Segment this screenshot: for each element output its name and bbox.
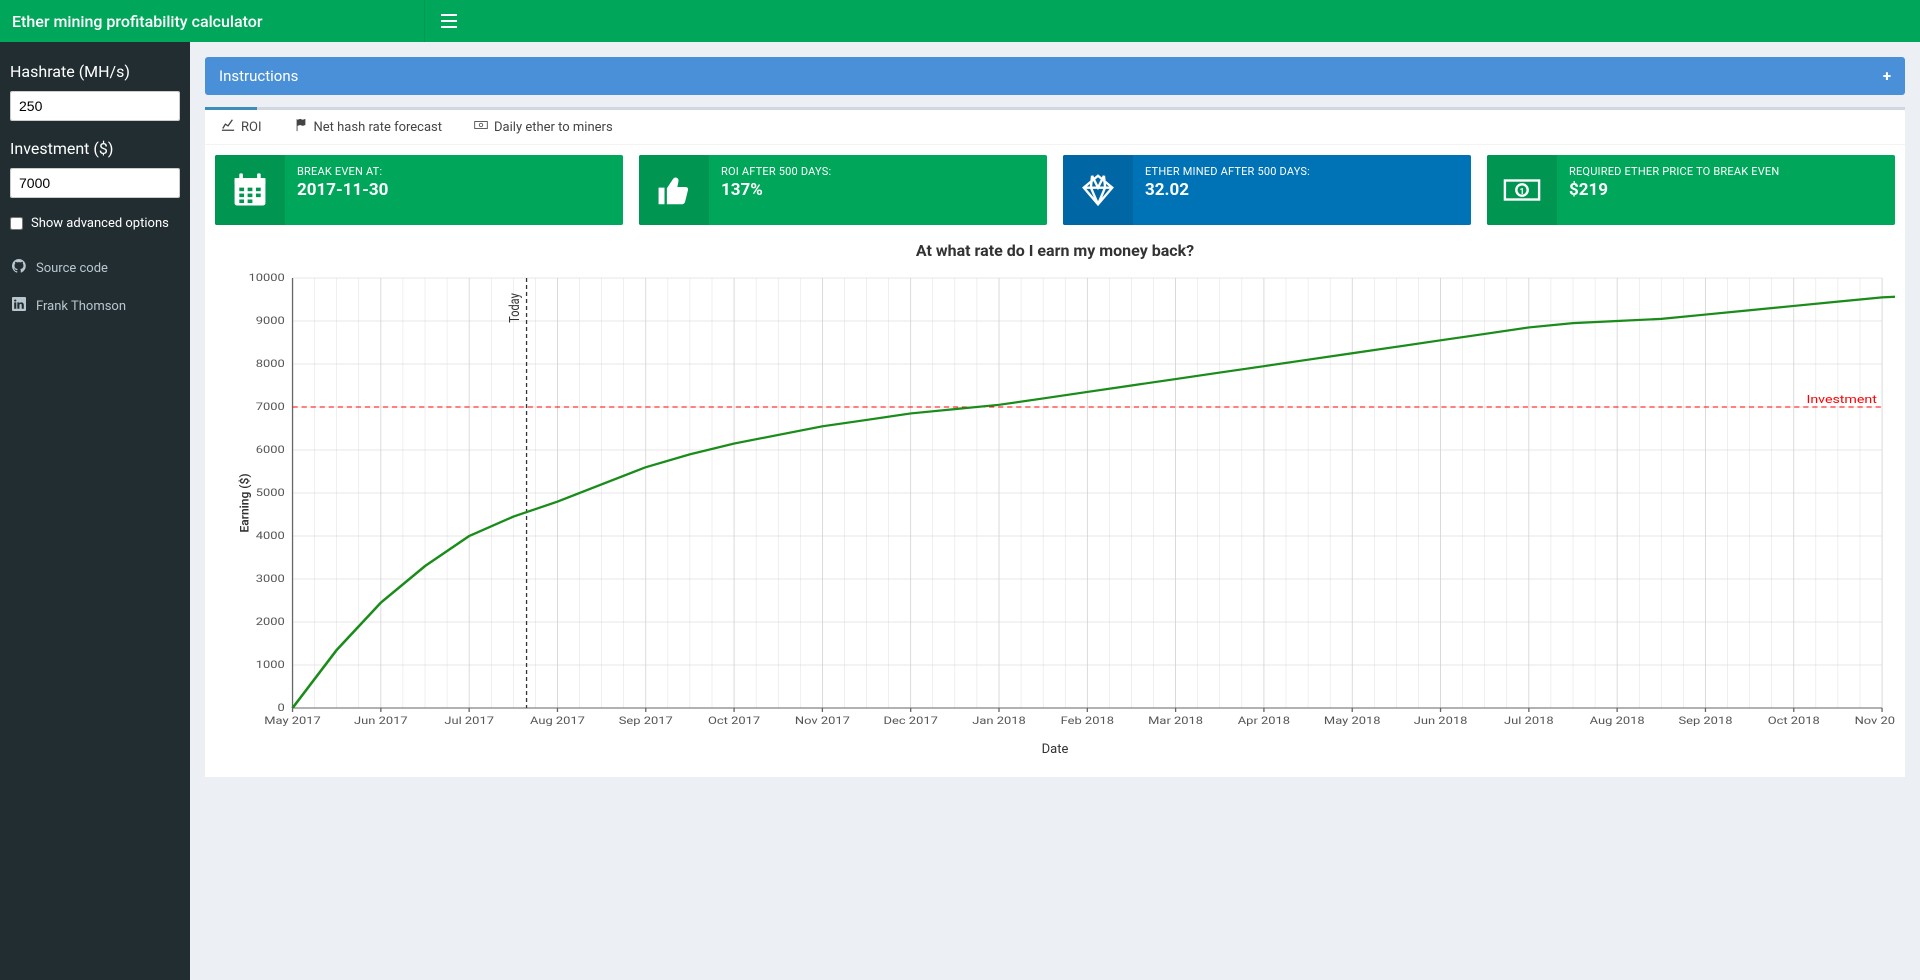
brand-title: Ether mining profitability calculator [0, 12, 424, 31]
sidebar-link-label: Frank Thomson [36, 299, 126, 314]
chart-title: At what rate do I earn my money back? [215, 241, 1895, 260]
svg-text:Jun 2017: Jun 2017 [354, 714, 408, 726]
money-icon [474, 118, 488, 136]
hashrate-label: Hashrate (MH/s) [10, 62, 180, 81]
plus-icon: + [1883, 67, 1891, 85]
svg-text:10000: 10000 [248, 271, 284, 283]
stat-body: ROI AFTER 500 DAYS: 137% [709, 155, 1047, 225]
tab-label: Daily ether to miners [494, 120, 613, 135]
tab-label: Net hash rate forecast [314, 120, 443, 135]
svg-text:May 2017: May 2017 [264, 714, 321, 726]
svg-text:Oct 2017: Oct 2017 [708, 714, 760, 726]
menu-toggle-button[interactable] [424, 0, 473, 42]
sidebar-link-linkedin[interactable]: Frank Thomson [10, 287, 180, 325]
linkedin-icon [12, 297, 26, 315]
svg-text:6000: 6000 [256, 443, 285, 455]
advanced-options-checkbox[interactable] [10, 217, 23, 230]
advanced-options-label: Show advanced options [31, 216, 169, 231]
tab-daily-ether-to-miners[interactable]: Daily ether to miners [458, 110, 629, 144]
svg-text:Jun 2018: Jun 2018 [1414, 714, 1468, 726]
sidebar-link-github[interactable]: Source code [10, 249, 180, 287]
hamburger-icon [441, 14, 457, 28]
content-area: Instructions + ROI Net hash rate forecast… [190, 42, 1920, 980]
svg-text:Feb 2018: Feb 2018 [1061, 714, 1114, 726]
investment-input[interactable] [11, 169, 180, 197]
svg-text:Dec 2017: Dec 2017 [884, 714, 938, 726]
svg-text:3000: 3000 [256, 572, 285, 584]
svg-text:4000: 4000 [256, 529, 285, 541]
y-axis-title: Earning ($) [238, 473, 252, 532]
svg-text:Sep 2017: Sep 2017 [619, 714, 673, 726]
line-chart-icon [221, 118, 235, 136]
chart-container: At what rate do I earn my money back? Ea… [205, 241, 1905, 777]
topbar: Ether mining profitability calculator [0, 0, 1920, 42]
investment-input-wrap: ▲ ▼ [10, 168, 180, 198]
stat-value: $219 [1569, 180, 1883, 200]
stat-body: REQUIRED ETHER PRICE TO BREAK EVEN $219 [1557, 155, 1895, 225]
svg-text:1: 1 [1520, 187, 1525, 197]
gem-icon [1063, 155, 1133, 225]
svg-text:Nov 2017: Nov 2017 [795, 714, 850, 726]
hashrate-input-wrap: ▲ ▼ [10, 91, 180, 121]
stat-value: 137% [721, 180, 1035, 200]
instructions-panel[interactable]: Instructions + [205, 57, 1905, 95]
tab-net-hash-rate-forecast[interactable]: Net hash rate forecast [278, 110, 459, 144]
svg-text:2000: 2000 [256, 615, 285, 627]
svg-text:9000: 9000 [256, 314, 285, 326]
svg-text:7000: 7000 [256, 400, 285, 412]
stat-body: ETHER MINED AFTER 500 DAYS: 32.02 [1133, 155, 1471, 225]
x-axis-title: Date [215, 742, 1895, 757]
stat-card: ROI AFTER 500 DAYS: 137% [639, 155, 1047, 225]
svg-text:Mar 2018: Mar 2018 [1148, 714, 1203, 726]
svg-text:Sep 2018: Sep 2018 [1678, 714, 1732, 726]
svg-text:1000: 1000 [256, 658, 285, 670]
svg-text:Aug 2017: Aug 2017 [530, 714, 585, 726]
tab-roi[interactable]: ROI [205, 110, 278, 144]
svg-text:Apr 2018: Apr 2018 [1238, 714, 1290, 726]
tab-label: ROI [241, 120, 262, 135]
svg-text:Aug 2018: Aug 2018 [1590, 714, 1645, 726]
stat-card: ETHER MINED AFTER 500 DAYS: 32.02 [1063, 155, 1471, 225]
stat-label: BREAK EVEN AT: [297, 165, 611, 178]
stat-label: ETHER MINED AFTER 500 DAYS: [1145, 165, 1459, 178]
svg-text:May 2018: May 2018 [1324, 714, 1381, 726]
svg-text:Nov 2018: Nov 2018 [1855, 714, 1895, 726]
roi-chart: 0 1000 2000 3000 4000 5000 6000 7000 8000 9000 100… [215, 268, 1895, 738]
stat-card: 1 REQUIRED ETHER PRICE TO BREAK EVEN $219 [1487, 155, 1895, 225]
stat-value: 2017-11-30 [297, 180, 611, 200]
svg-text:Oct 2018: Oct 2018 [1768, 714, 1820, 726]
svg-text:Jul 2018: Jul 2018 [1504, 714, 1554, 726]
svg-text:5000: 5000 [256, 486, 285, 498]
hashrate-input[interactable] [11, 92, 180, 120]
banknote-icon: 1 [1487, 155, 1557, 225]
stat-label: ROI AFTER 500 DAYS: [721, 165, 1035, 178]
tabs: ROI Net hash rate forecast Daily ether to … [205, 110, 1905, 145]
advanced-options-toggle[interactable]: Show advanced options [10, 216, 180, 231]
flag-icon [294, 118, 308, 136]
thumbs-up-icon [639, 155, 709, 225]
svg-text:0: 0 [278, 701, 285, 713]
svg-text:Investment: Investment [1806, 393, 1876, 406]
main-panel: ROI Net hash rate forecast Daily ether to … [205, 107, 1905, 777]
svg-text:Today: Today [506, 293, 523, 323]
github-icon [12, 259, 26, 277]
instructions-title: Instructions [219, 67, 298, 85]
investment-label: Investment ($) [10, 139, 180, 158]
svg-text:Jan 2018: Jan 2018 [972, 714, 1026, 726]
calendar-icon [215, 155, 285, 225]
stat-card: BREAK EVEN AT: 2017-11-30 [215, 155, 623, 225]
stat-body: BREAK EVEN AT: 2017-11-30 [285, 155, 623, 225]
stats-row: BREAK EVEN AT: 2017-11-30 ROI AFTER 500 DA… [205, 145, 1905, 235]
sidebar-link-label: Source code [36, 261, 108, 276]
stat-value: 32.02 [1145, 180, 1459, 200]
svg-text:8000: 8000 [256, 357, 285, 369]
svg-text:Jul 2017: Jul 2017 [444, 714, 494, 726]
sidebar: Hashrate (MH/s) ▲ ▼ Investment ($) ▲ ▼ S… [0, 42, 190, 980]
stat-label: REQUIRED ETHER PRICE TO BREAK EVEN [1569, 165, 1883, 178]
